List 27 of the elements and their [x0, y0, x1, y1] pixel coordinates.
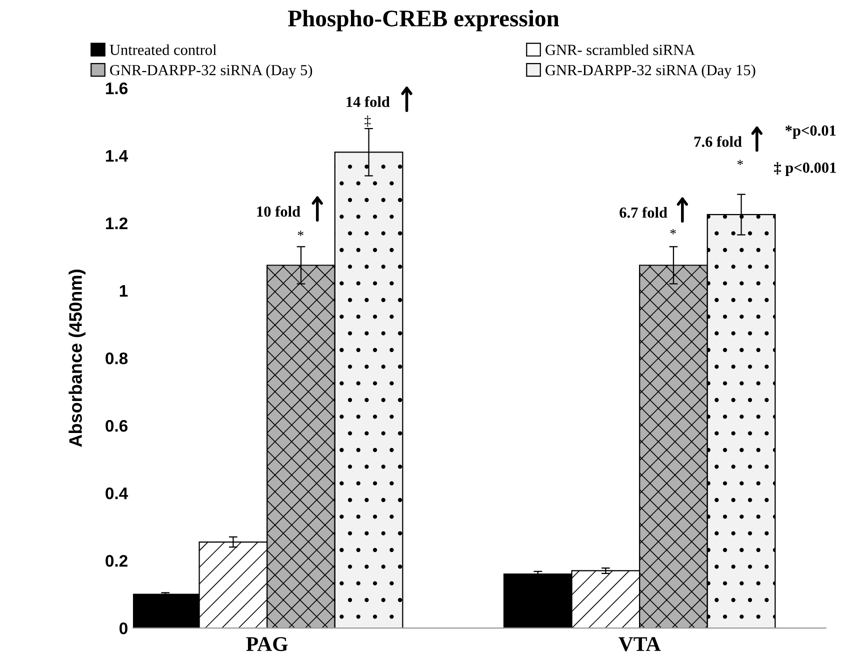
y-tick-label: 1: [120, 285, 128, 297]
y-tick-label: 0.4: [106, 487, 128, 500]
x-tick-label: PAG: [246, 637, 288, 652]
legend-label: GNR-DARPP-32 siRNA (Day 15): [546, 64, 756, 78]
legend-label: GNR- scrambled siRNA: [546, 44, 696, 56]
annotation: 10 fold: [257, 206, 300, 217]
annotation: *: [670, 229, 676, 234]
legend-label: GNR-DARPP-32 siRNA (Day 5): [110, 64, 312, 78]
annotation: *p<0.01: [785, 125, 836, 139]
annotation: *: [737, 160, 743, 166]
annotation: 6.7 fold: [620, 206, 668, 218]
y-tick-label: 1.2: [106, 217, 128, 230]
y-tick-label: 0.6: [106, 420, 128, 432]
y-tick-label: 1.4: [106, 150, 128, 162]
y-axis-title: Absorbance (450nm): [68, 270, 86, 447]
annotation: 14 fold: [346, 96, 390, 108]
chart-title: Phospho-CREB expression: [288, 10, 560, 32]
annotation: *: [298, 230, 304, 236]
y-tick-label: 0: [120, 622, 128, 634]
y-tick-label: 0.8: [106, 352, 128, 364]
y-tick-label: 1.6: [106, 82, 128, 94]
annotation: ‡: [364, 115, 371, 127]
y-tick-label: 0.2: [106, 554, 128, 567]
x-tick-label: VTA: [618, 637, 661, 652]
legend-label: Untreated control: [110, 44, 216, 56]
annotation: 7.6 fold: [694, 136, 742, 147]
annotation: ‡ p<0.001: [774, 162, 836, 176]
